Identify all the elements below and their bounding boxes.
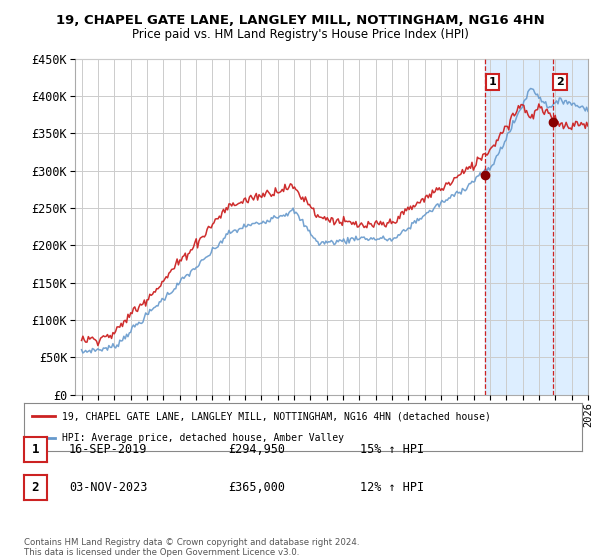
Text: 16-SEP-2019: 16-SEP-2019 (69, 443, 148, 456)
Text: 1: 1 (32, 443, 39, 456)
Text: Price paid vs. HM Land Registry's House Price Index (HPI): Price paid vs. HM Land Registry's House … (131, 28, 469, 41)
Text: 15% ↑ HPI: 15% ↑ HPI (360, 443, 424, 456)
Text: 19, CHAPEL GATE LANE, LANGLEY MILL, NOTTINGHAM, NG16 4HN: 19, CHAPEL GATE LANE, LANGLEY MILL, NOTT… (56, 14, 544, 27)
Text: 03-NOV-2023: 03-NOV-2023 (69, 481, 148, 494)
Text: HPI: Average price, detached house, Amber Valley: HPI: Average price, detached house, Ambe… (62, 433, 344, 443)
Text: Contains HM Land Registry data © Crown copyright and database right 2024.
This d: Contains HM Land Registry data © Crown c… (24, 538, 359, 557)
Text: 19, CHAPEL GATE LANE, LANGLEY MILL, NOTTINGHAM, NG16 4HN (detached house): 19, CHAPEL GATE LANE, LANGLEY MILL, NOTT… (62, 411, 491, 421)
Bar (485, 59, 600, 395)
Text: 2: 2 (32, 481, 39, 494)
Text: 1: 1 (488, 77, 496, 87)
Text: 12% ↑ HPI: 12% ↑ HPI (360, 481, 424, 494)
Text: 2: 2 (556, 77, 564, 87)
Text: £294,950: £294,950 (228, 443, 285, 456)
Text: £365,000: £365,000 (228, 481, 285, 494)
